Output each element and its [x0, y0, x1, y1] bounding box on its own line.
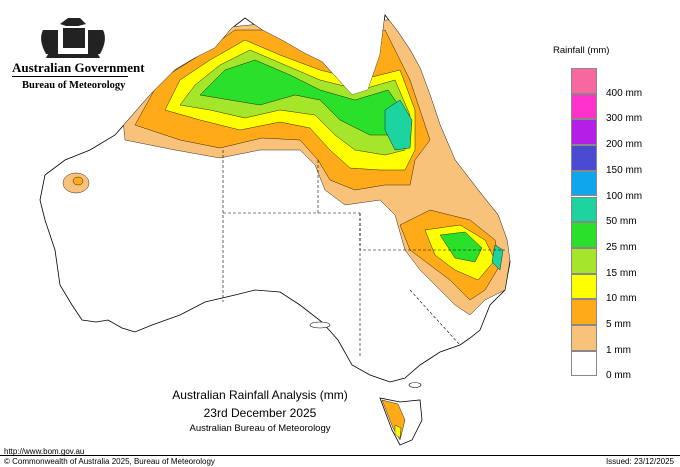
rain-patch-wa-inner [72, 176, 84, 186]
legend-swatch [571, 68, 597, 94]
legend-label: 0 mm [606, 370, 631, 382]
map-date: 23rd December 2025 [203, 406, 317, 420]
legend-label: 5 mm [606, 319, 631, 330]
coat-of-arms-icon [41, 18, 105, 58]
legend-label: 25 mm [606, 241, 637, 253]
legend-label: 400 mm [606, 87, 643, 99]
legend-swatch [571, 170, 597, 197]
island [309, 321, 331, 329]
legend-label: 50 mm [606, 216, 637, 228]
map-source: Australian Bureau of Meteorology [189, 423, 331, 434]
legend-swatch [571, 247, 597, 274]
copyright: © Commonwealth of Australia 2025, Bureau… [4, 457, 215, 466]
legend-label: 200 mm [606, 139, 643, 151]
legend-label: 15 mm [606, 267, 637, 279]
tasmania-rain-inner [394, 424, 402, 439]
legend-swatch [571, 145, 597, 171]
rain-band-50mm [384, 99, 413, 151]
legend-swatch [571, 299, 597, 325]
rain-band-50mm-east [491, 244, 504, 271]
footer-divider [0, 455, 680, 456]
legend-label: 300 mm [606, 113, 643, 125]
state-borders [222, 150, 505, 358]
government-title: Australian Government [12, 60, 145, 75]
legend-swatch [571, 350, 597, 377]
legend-swatch [571, 93, 597, 120]
website-url: http://www.bom.gov.au [4, 447, 85, 456]
legend-swatch [571, 325, 597, 351]
legend-swatch [571, 119, 597, 146]
legend-label: 1 mm [606, 344, 631, 356]
island [408, 382, 422, 388]
legend-label: 10 mm [606, 293, 637, 305]
issued-date: Issued: 23/12/2025 [605, 457, 674, 466]
legend-title: Rainfall (mm) [553, 45, 610, 56]
legend-swatch [571, 273, 597, 300]
legend-swatch [571, 222, 597, 248]
legend-label: 100 mm [606, 190, 643, 202]
legend-label: 150 mm [606, 164, 643, 176]
legend-swatch [571, 196, 597, 223]
map-title: Australian Rainfall Analysis (mm) [172, 388, 348, 402]
logo-divider [12, 76, 128, 77]
rain-band-25mm-east [439, 231, 483, 263]
bureau-title: Bureau of Meteorology [22, 80, 126, 91]
